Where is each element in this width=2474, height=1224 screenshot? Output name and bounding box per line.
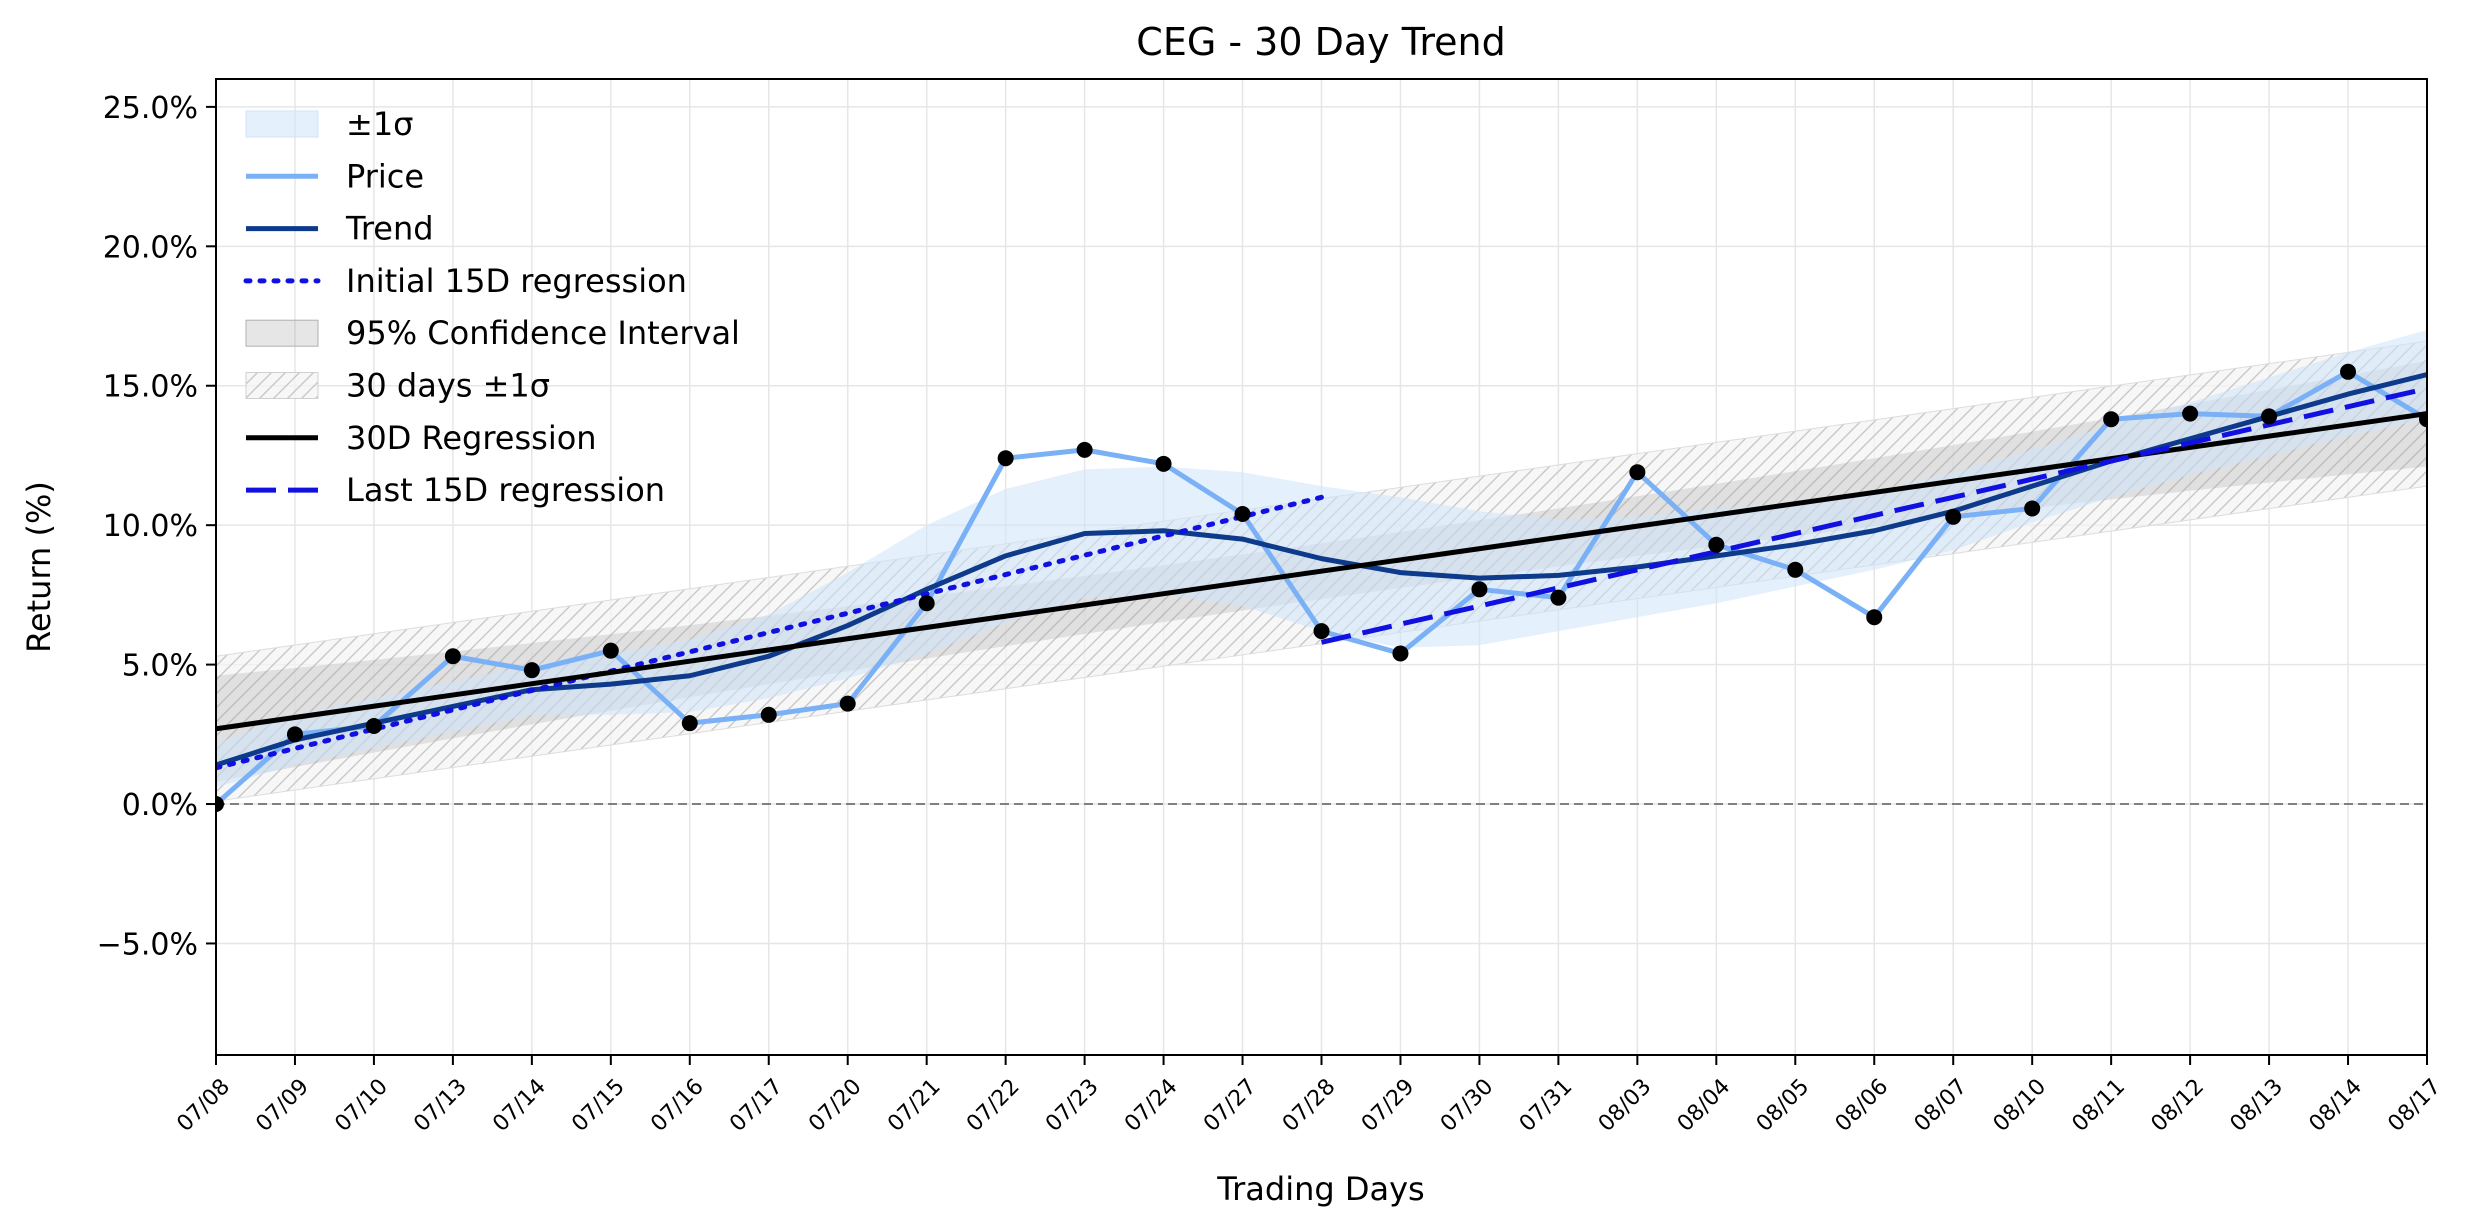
price-point xyxy=(760,706,777,723)
x-tick-label: 07/28 xyxy=(1278,1074,1341,1137)
x-tick-label: 07/13 xyxy=(409,1074,472,1137)
y-tick-label: 25.0% xyxy=(103,91,198,126)
price-point xyxy=(523,662,540,679)
legend-label: Trend xyxy=(345,210,434,248)
x-tick-label: 07/30 xyxy=(1436,1074,1499,1137)
price-point xyxy=(216,796,224,813)
x-tick-label: 08/03 xyxy=(1594,1074,1657,1137)
y-tick-label: 0.0% xyxy=(122,788,198,823)
x-tick-label: 07/24 xyxy=(1120,1074,1183,1137)
x-tick-label: 07/23 xyxy=(1041,1074,1104,1137)
y-axis-label: Return (%) xyxy=(20,481,58,653)
x-tick-label: 07/09 xyxy=(251,1074,314,1137)
price-point xyxy=(918,595,935,612)
price-point xyxy=(1708,536,1725,553)
price-point xyxy=(1392,645,1409,662)
x-tick-label: 08/17 xyxy=(2383,1074,2446,1137)
price-point xyxy=(1471,581,1488,598)
x-tick-label: 07/10 xyxy=(330,1074,393,1137)
legend: ±1σ Price Trend Initial 15D regression 95% C… xyxy=(243,105,740,509)
y-tick-label: 15.0% xyxy=(103,370,198,405)
last-15d-regression-line xyxy=(1320,386,2427,645)
x-tick-label: 07/22 xyxy=(962,1074,1025,1137)
price-point xyxy=(1234,506,1251,523)
legend-swatch-confidence xyxy=(245,319,319,347)
x-tick-label: 07/15 xyxy=(567,1074,630,1137)
price-point xyxy=(2103,411,2120,428)
regression-30d-line xyxy=(216,411,2427,732)
legend-label: Price xyxy=(346,157,424,195)
price-point xyxy=(1629,464,1646,481)
x-tick-label: 07/08 xyxy=(172,1074,235,1137)
x-tick-label: 07/27 xyxy=(1199,1074,1262,1137)
price-point xyxy=(365,717,382,734)
price-point xyxy=(2261,408,2278,425)
x-tick-label: 07/20 xyxy=(804,1074,867,1137)
chart-title: CEG - 30 Day Trend xyxy=(1136,20,1505,64)
x-tick-label: 07/29 xyxy=(1357,1074,1420,1137)
x-tick-label: 08/07 xyxy=(1910,1074,1973,1137)
x-tick-label: 07/17 xyxy=(725,1074,788,1137)
x-tick-label: 07/31 xyxy=(1515,1074,1578,1137)
legend-label: ±1σ xyxy=(346,105,413,143)
x-axis-label: Trading Days xyxy=(1216,1170,1424,1208)
y-tick-label: 5.0% xyxy=(122,649,198,684)
legend-label: Last 15D regression xyxy=(346,471,665,509)
x-axis: 07/08 07/09 07/10 07/13 07/14 07/15 07/16 07/17… xyxy=(172,1055,2446,1137)
legend-label: 95% Confidence Interval xyxy=(346,314,740,352)
price-point xyxy=(997,450,1014,467)
price-point xyxy=(839,695,856,712)
price-point xyxy=(444,648,461,665)
price-point xyxy=(602,642,619,659)
price-point xyxy=(681,715,698,732)
y-tick-label: −5.0% xyxy=(97,927,198,962)
price-point xyxy=(286,726,303,743)
x-tick-label: 08/14 xyxy=(2305,1074,2368,1137)
x-tick-label: 07/14 xyxy=(488,1074,551,1137)
x-tick-label: 08/11 xyxy=(2068,1074,2131,1137)
price-point xyxy=(1787,561,1804,578)
x-tick-label: 08/05 xyxy=(1752,1074,1815,1137)
x-tick-label: 07/21 xyxy=(883,1074,946,1137)
price-point xyxy=(2340,363,2357,380)
y-tick-label: 10.0% xyxy=(103,509,198,544)
x-tick-label: 08/06 xyxy=(1831,1074,1894,1137)
trend-line xyxy=(216,372,2427,768)
price-point xyxy=(2419,411,2427,428)
y-tick-label: 20.0% xyxy=(103,230,198,265)
price-point xyxy=(1550,589,1567,606)
legend-swatch-30-days-sigma xyxy=(245,372,319,399)
legend-label: 30 days ±1σ xyxy=(346,367,550,405)
price-point xyxy=(2182,405,2199,422)
price-point xyxy=(1076,441,1093,458)
price-point xyxy=(1155,455,1172,472)
legend-swatch-sigma xyxy=(245,110,319,138)
plot-area xyxy=(216,329,2427,813)
x-tick-label: 08/10 xyxy=(1989,1074,2052,1137)
x-tick-label: 08/13 xyxy=(2226,1074,2289,1137)
price-point xyxy=(2024,500,2041,517)
price-point xyxy=(1866,609,1883,626)
legend-label: Initial 15D regression xyxy=(346,262,687,300)
price-point xyxy=(1945,508,1962,525)
x-tick-label: 08/12 xyxy=(2147,1074,2210,1137)
x-tick-label: 07/16 xyxy=(646,1074,709,1137)
y-axis: −5.0% 0.0% 5.0% 10.0% 15.0% 20.0% 25.0% xyxy=(97,91,216,962)
legend-label: 30D Regression xyxy=(346,419,597,457)
x-tick-label: 08/04 xyxy=(1673,1074,1736,1137)
price-point xyxy=(1313,623,1330,640)
